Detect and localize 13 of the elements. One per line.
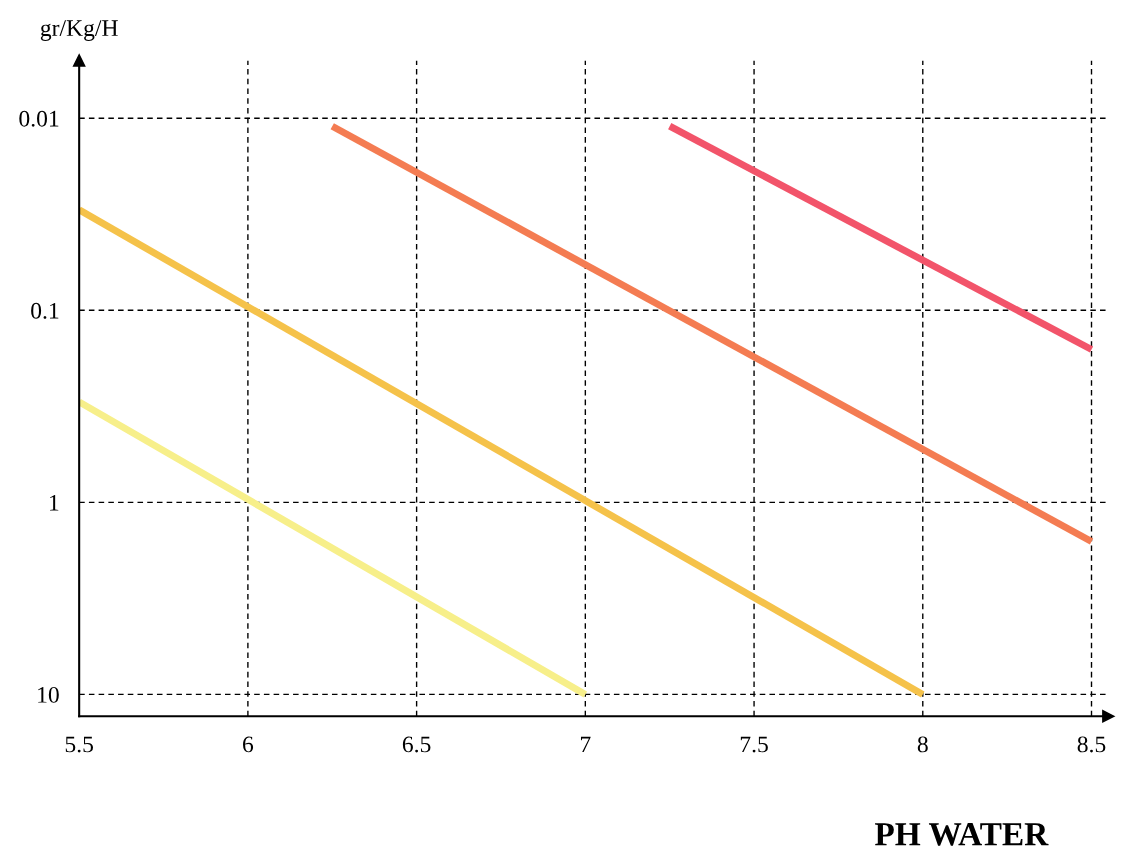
x-tick-label: 5.5: [65, 736, 93, 753]
y-tick-label: 0.1: [31, 302, 59, 319]
y-tick-label: 10: [38, 686, 59, 703]
x-tick-label: 7: [580, 736, 591, 753]
x-tick-label: 8.5: [1077, 736, 1106, 753]
x-tick-label: 8: [917, 736, 928, 753]
y-axis-title: gr/Kg/H: [40, 20, 118, 41]
x-tick-label: 6: [243, 736, 254, 753]
x-tick-label: 7.5: [740, 736, 768, 753]
x-axis-title: PH WATER: [875, 823, 1049, 846]
x-tick-label: 6.5: [402, 736, 431, 753]
y-tick-label: 1: [50, 494, 59, 511]
y-tick-label: 0.01: [19, 110, 59, 127]
